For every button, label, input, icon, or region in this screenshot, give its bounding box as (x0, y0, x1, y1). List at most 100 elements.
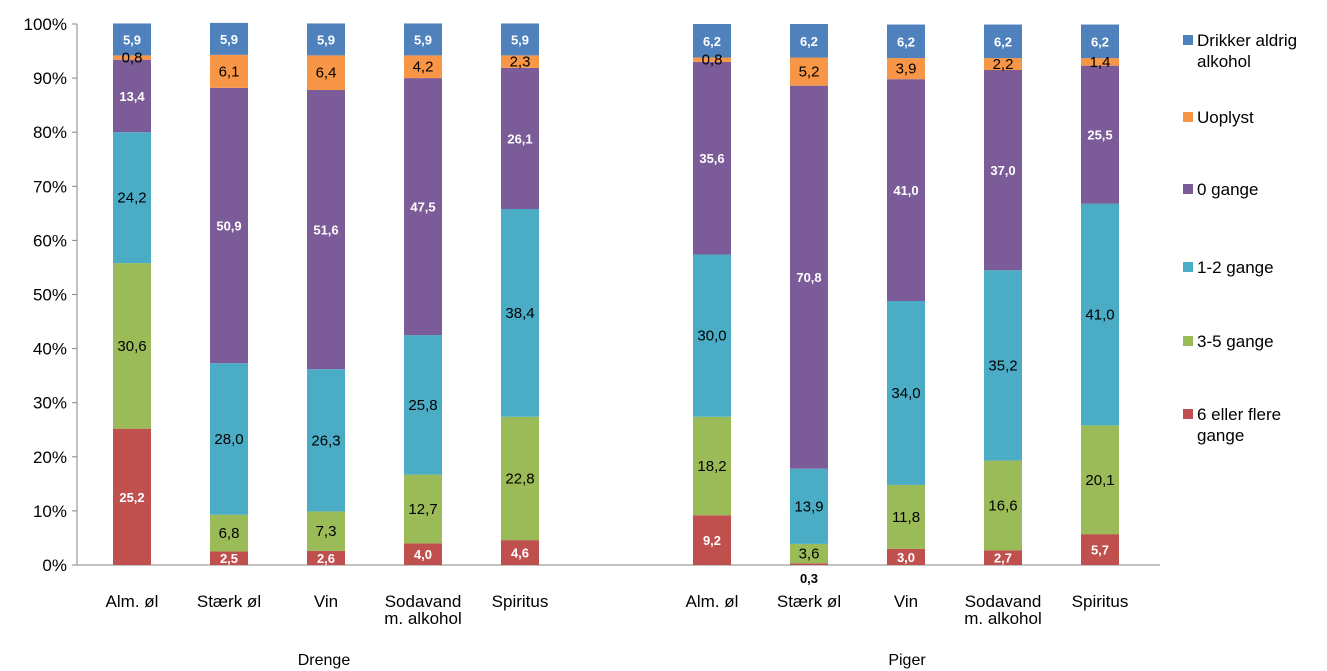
bar-segment (790, 57, 828, 86)
data-label: 25,2 (119, 490, 144, 505)
data-label: 41,0 (893, 183, 918, 198)
data-label: 28,0 (214, 431, 243, 448)
bar-segment (1081, 203, 1119, 426)
bar-segment (404, 474, 442, 544)
data-label: 11,8 (892, 509, 920, 526)
data-label: 6,2 (800, 34, 818, 49)
bar-segment (693, 254, 731, 417)
bar-stack (501, 23, 539, 565)
bar-segment (790, 85, 828, 469)
data-label: 37,0 (990, 163, 1015, 178)
bar-segment (113, 59, 151, 133)
bar-segment (693, 61, 731, 255)
x-tick-label: Vin (894, 592, 918, 611)
bar-segment (1081, 24, 1119, 59)
data-label: 6,2 (897, 34, 915, 49)
data-label: 13,9 (794, 498, 823, 515)
bar-stack (113, 23, 151, 565)
bar-segment (984, 24, 1022, 59)
data-label: 22,8 (505, 470, 534, 487)
data-label: 16,6 (988, 497, 1017, 514)
data-label: 0,3 (800, 571, 818, 586)
bar-segment (307, 550, 345, 565)
data-label: 47,5 (410, 200, 435, 215)
data-label: 5,9 (123, 32, 141, 47)
legend-swatch (1183, 409, 1193, 419)
legend-swatch (1183, 336, 1193, 346)
bar-segment (307, 369, 345, 512)
data-label: 50,9 (216, 219, 241, 234)
data-label: 18,2 (697, 458, 726, 475)
x-tick-label: Stærk øl (197, 592, 261, 611)
bar-segment (1081, 65, 1119, 204)
y-tick-label: 30% (33, 394, 67, 413)
bar-segment (404, 78, 442, 336)
bar-stack (307, 23, 345, 565)
bar-segment (210, 87, 248, 364)
bar-segment (1081, 534, 1119, 565)
x-tick-label-line: Spiritus (1072, 592, 1129, 611)
bar-segment (307, 23, 345, 56)
x-tick-label: Alm. øl (106, 592, 159, 611)
y-tick-label: 0% (42, 556, 67, 575)
bar-segment (790, 543, 828, 564)
bar-segment (307, 90, 345, 370)
data-label: 38,4 (505, 305, 534, 322)
data-label: 20,1 (1085, 472, 1114, 489)
data-label: 30,6 (117, 338, 146, 355)
bar-segment (693, 24, 731, 58)
bar-segment (307, 55, 345, 91)
data-label: 26,3 (311, 432, 340, 449)
y-tick-label: 70% (33, 177, 67, 196)
legend-label: Uoplyst (1197, 108, 1254, 127)
bar-stack (887, 24, 925, 565)
bar-segment (790, 468, 828, 544)
bar-segment (984, 69, 1022, 271)
bar-segment (113, 428, 151, 565)
data-label: 30,0 (697, 328, 726, 345)
data-label: 34,0 (891, 385, 920, 402)
bar-segment (404, 23, 442, 56)
bar-segment (693, 416, 731, 516)
bar-segment (887, 24, 925, 59)
data-label: 4,0 (414, 547, 432, 562)
x-tick-label: Alm. øl (686, 592, 739, 611)
data-label: 6,2 (1091, 34, 1109, 49)
legend-swatch (1183, 184, 1193, 194)
bar-stack (404, 23, 442, 565)
bar-segment (307, 511, 345, 551)
bar-segment (501, 23, 539, 56)
data-label: 2,2 (993, 56, 1014, 73)
bar-segment (984, 270, 1022, 461)
y-tick-label: 50% (33, 286, 67, 305)
legend-label: Drikker aldrig alkohol (1197, 31, 1298, 71)
data-label: 5,9 (317, 32, 335, 47)
data-label: 35,2 (988, 357, 1017, 374)
data-label: 6,2 (994, 34, 1012, 49)
x-tick-label-line: Sodavand (385, 592, 462, 611)
legend-swatch (1183, 112, 1193, 122)
bar-segment (210, 514, 248, 552)
bar-stack (1081, 24, 1119, 565)
bar-segment (210, 363, 248, 515)
y-tick-label: 40% (33, 340, 67, 359)
data-label: 5,9 (414, 32, 432, 47)
group-label-piger: Piger (888, 652, 926, 669)
data-label: 0,8 (702, 52, 723, 69)
data-label: 4,6 (511, 546, 529, 561)
data-label: 5,2 (799, 64, 820, 81)
x-tick-label-line: Stærk øl (777, 592, 841, 611)
bar-segment (887, 79, 925, 301)
data-label: 2,7 (994, 551, 1012, 566)
bar-segment (404, 55, 442, 79)
y-tick-label: 90% (33, 69, 67, 88)
data-label: 9,2 (703, 533, 721, 548)
data-label: 4,2 (413, 59, 434, 76)
legend-label: 1-2 gange (1197, 258, 1274, 277)
bar-segment (887, 300, 925, 485)
data-label: 12,7 (408, 501, 437, 518)
legend-label: 6 eller flere gange (1197, 405, 1282, 445)
data-label: 5,9 (220, 32, 238, 47)
